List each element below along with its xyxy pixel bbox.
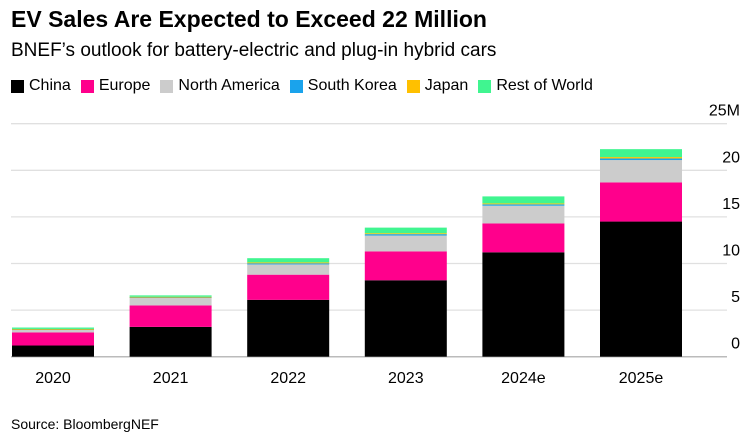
- bar-segment-japan: [600, 157, 682, 159]
- y-tick-label: 5: [731, 289, 740, 306]
- x-tick-label: 2020: [35, 370, 71, 387]
- bar-segment-europe: [482, 223, 565, 253]
- bar-segment-china: [12, 345, 94, 357]
- legend-swatch: [80, 79, 94, 93]
- bar-segment-europe: [247, 274, 330, 300]
- bar-segment-china: [129, 326, 212, 357]
- legend-item: China: [11, 77, 71, 95]
- bar-segment-europe: [12, 332, 94, 346]
- x-tick-label: 2025e: [619, 370, 664, 387]
- y-tick-label: 10: [722, 243, 740, 260]
- bar-segment-south-korea: [600, 158, 682, 161]
- bar-segment-rest-of-world: [129, 295, 212, 297]
- y-tick-label: 15: [722, 196, 740, 213]
- legend-swatch: [11, 79, 24, 93]
- legend-item: Rest of World: [478, 77, 593, 95]
- y-tick-label: 20: [722, 149, 740, 166]
- legend-label: South Korea: [307, 77, 397, 94]
- bar-segment-rest-of-world: [247, 258, 330, 263]
- bar-segment-rest-of-world: [364, 227, 447, 234]
- bar-segment-north-america: [12, 329, 94, 333]
- legend-label: Rest of World: [496, 77, 593, 94]
- legend-item: Europe: [80, 77, 151, 95]
- bar-segment-japan: [482, 203, 565, 205]
- bar-segment-south-korea: [482, 204, 565, 206]
- y-tick-label: 0: [731, 336, 740, 353]
- legend-label: Europe: [98, 77, 151, 94]
- source-note: Source: BloombergNEF: [11, 416, 159, 432]
- legend-swatch: [406, 79, 420, 93]
- bar-segment-rest-of-world: [600, 149, 682, 158]
- legend-swatch: [478, 79, 492, 93]
- bar-segment-north-america: [129, 297, 212, 306]
- chart-title: EV Sales Are Expected to Exceed 22 Milli…: [11, 6, 487, 32]
- legend-swatch: [160, 79, 174, 93]
- chart-subtitle: BNEF’s outlook for battery-electric and …: [11, 40, 497, 61]
- bar-segment-japan: [12, 328, 94, 330]
- bar-segment-japan: [129, 296, 212, 298]
- bar-segment-north-america: [600, 160, 682, 183]
- legend-label: China: [29, 77, 71, 94]
- x-tick-label: 2023: [388, 370, 424, 387]
- legend-item: North America: [160, 77, 280, 95]
- x-tick-label: 2024e: [501, 370, 546, 387]
- bar-segment-china: [364, 280, 447, 357]
- legend-label: North America: [178, 77, 280, 94]
- bar-segment-south-korea: [364, 234, 447, 236]
- bar-segment-japan: [247, 262, 330, 264]
- bar-segment-china: [247, 299, 330, 357]
- bar-segment-north-america: [247, 264, 330, 275]
- bar-segment-china: [600, 221, 682, 357]
- legend-item: Japan: [406, 77, 469, 95]
- bar-segment-rest-of-world: [482, 196, 565, 204]
- bar-segment-north-america: [482, 205, 565, 224]
- y-tick-label: 25M: [709, 103, 740, 120]
- bar-segment-south-korea: [247, 263, 330, 265]
- x-tick-label: 2022: [270, 370, 306, 387]
- bar-segment-europe: [364, 251, 447, 281]
- legend-item: South Korea: [289, 77, 397, 95]
- bar-segment-europe: [600, 182, 682, 222]
- x-tick-label: 2021: [153, 370, 189, 387]
- bar-segment-china: [482, 252, 565, 357]
- legend-swatch: [289, 79, 303, 93]
- bar-segment-japan: [364, 233, 447, 235]
- bar-segment-europe: [129, 305, 212, 327]
- legend-label: Japan: [424, 77, 469, 94]
- bar-segment-rest-of-world: [12, 327, 94, 329]
- bar-segment-north-america: [364, 235, 447, 252]
- legend: China Europe North America South Korea Japan…: [11, 77, 603, 95]
